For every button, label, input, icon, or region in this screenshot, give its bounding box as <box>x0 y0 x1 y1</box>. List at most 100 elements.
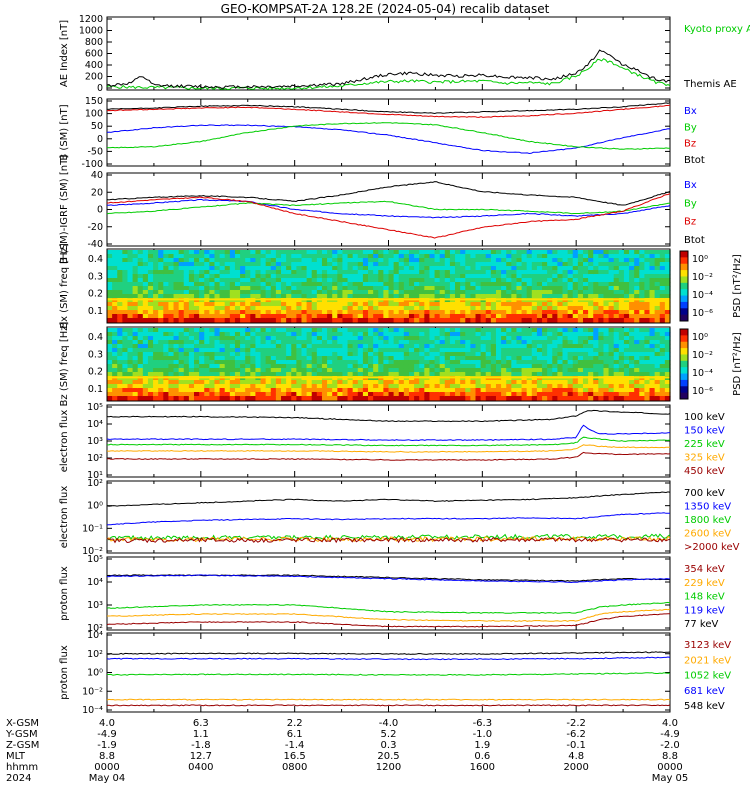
spectrogram-cell <box>654 314 661 319</box>
spectrogram-cell <box>618 310 625 315</box>
spectrogram-cell <box>260 290 267 295</box>
spectrogram-cell <box>168 278 175 283</box>
spectrogram-cell <box>536 302 543 307</box>
spectrogram-cell <box>219 282 226 287</box>
spectrogram-cell <box>531 380 538 385</box>
spectrogram-cell <box>408 286 415 291</box>
y-tick-label: 10⁻² <box>82 546 103 557</box>
spectrogram-cell <box>204 340 210 345</box>
spectrogram-cell <box>470 290 477 295</box>
spectrogram-cell <box>142 274 149 279</box>
spectrogram-cell <box>664 332 671 337</box>
spectrogram-cell <box>306 332 313 337</box>
spectrogram-cell <box>373 302 379 307</box>
spectrogram-cell <box>107 254 113 259</box>
spectrogram-cell <box>424 364 431 369</box>
spectrogram-cell <box>142 360 149 365</box>
spectrogram-cell <box>132 340 139 345</box>
spectrogram-cell <box>639 328 646 333</box>
spectrogram-cell <box>321 396 328 401</box>
spectrogram-cell <box>137 352 144 357</box>
colorbar-tick: 10⁻⁴ <box>692 290 713 301</box>
spectrogram-cell <box>434 314 441 319</box>
spectrogram-cell <box>224 282 231 287</box>
spectrogram-cell <box>199 278 205 283</box>
spectrogram-cell <box>552 380 558 385</box>
spectrogram-cell <box>414 340 420 345</box>
spectrogram-cell <box>516 356 523 361</box>
spectrogram-cell <box>434 274 441 279</box>
spectrogram-cell <box>337 278 344 283</box>
spectrogram-cell <box>598 352 605 357</box>
spectrogram-cell <box>173 314 180 319</box>
spectrogram-cell <box>137 372 144 377</box>
spectrogram-cell <box>511 368 518 373</box>
spectrogram-cell <box>623 396 630 401</box>
spectrogram-cell <box>337 302 344 307</box>
spectrogram-cell <box>352 352 359 357</box>
spectrogram-cell <box>240 340 246 345</box>
spectrogram-cell <box>536 258 543 263</box>
spectrogram-cell <box>408 348 415 353</box>
spectrogram-cell <box>582 306 589 311</box>
spectrogram-cell <box>542 364 548 369</box>
spectrogram-cell <box>603 360 610 365</box>
spectrogram-cell <box>173 392 180 397</box>
spectrogram-cell <box>224 336 231 341</box>
spectrogram-cell <box>470 270 477 275</box>
spectrogram-cell <box>542 274 548 279</box>
spectrogram-cell <box>240 380 246 385</box>
spectrogram-cell <box>132 266 139 271</box>
spectrogram-cell <box>608 332 615 337</box>
spectrogram-cell <box>618 302 625 307</box>
spectrogram-cell <box>224 270 231 275</box>
spectrogram-cell <box>582 274 589 279</box>
spectrogram-cell <box>342 250 349 255</box>
spectrogram-cell <box>204 380 210 385</box>
spectrogram-cell <box>557 310 564 315</box>
spectrogram-cell <box>132 348 139 353</box>
spectrogram-cell <box>306 294 313 299</box>
y-axis-label: Bx (SM) freq [Hz] <box>59 243 70 329</box>
spectrogram-cell <box>434 380 441 385</box>
series-line-By <box>106 200 671 215</box>
spectrogram-cell <box>132 352 139 357</box>
spectrogram-cell <box>414 396 420 401</box>
spectrogram-cell <box>347 278 354 283</box>
spectrogram-cell <box>475 360 482 365</box>
spectrogram-cell <box>245 336 251 341</box>
spectrogram-cell <box>352 356 359 361</box>
spectrogram-cell <box>398 266 405 271</box>
spectrogram-cell <box>296 306 303 311</box>
spectrogram-cell <box>357 274 364 279</box>
spectrogram-cell <box>352 328 359 333</box>
spectrogram-cell <box>347 364 354 369</box>
spectrogram-cell <box>373 356 379 361</box>
spectrogram-cell <box>112 262 118 267</box>
spectrogram-cell <box>219 344 226 349</box>
spectrogram-cell <box>582 294 589 299</box>
spectrogram-cell <box>649 258 656 263</box>
spectrogram-cell <box>178 368 185 373</box>
spectrogram-cell <box>229 294 236 299</box>
spectrogram-cell <box>168 388 175 393</box>
spectrogram-cell <box>485 364 492 369</box>
spectrogram-cell <box>572 286 579 291</box>
spectrogram-cell <box>378 332 384 337</box>
spectrogram-cell <box>270 396 277 401</box>
spectrogram-cell <box>296 336 303 341</box>
spectrogram-cell <box>163 314 170 319</box>
spectrogram-cell <box>511 372 518 377</box>
spectrogram-cell <box>311 294 318 299</box>
spectrogram-cell <box>562 368 569 373</box>
spectrogram-cell <box>357 254 364 259</box>
spectrogram-cell <box>547 364 553 369</box>
spectrogram-cell <box>634 290 640 295</box>
spectrogram-cell <box>572 372 579 377</box>
y-tick-label: 0.1 <box>88 306 103 317</box>
spectrogram-cell <box>414 384 420 389</box>
spectrogram-cell <box>245 286 251 291</box>
spectrogram-cell <box>408 364 415 369</box>
spectrogram-cell <box>178 336 185 341</box>
spectrogram-cell <box>209 364 216 369</box>
